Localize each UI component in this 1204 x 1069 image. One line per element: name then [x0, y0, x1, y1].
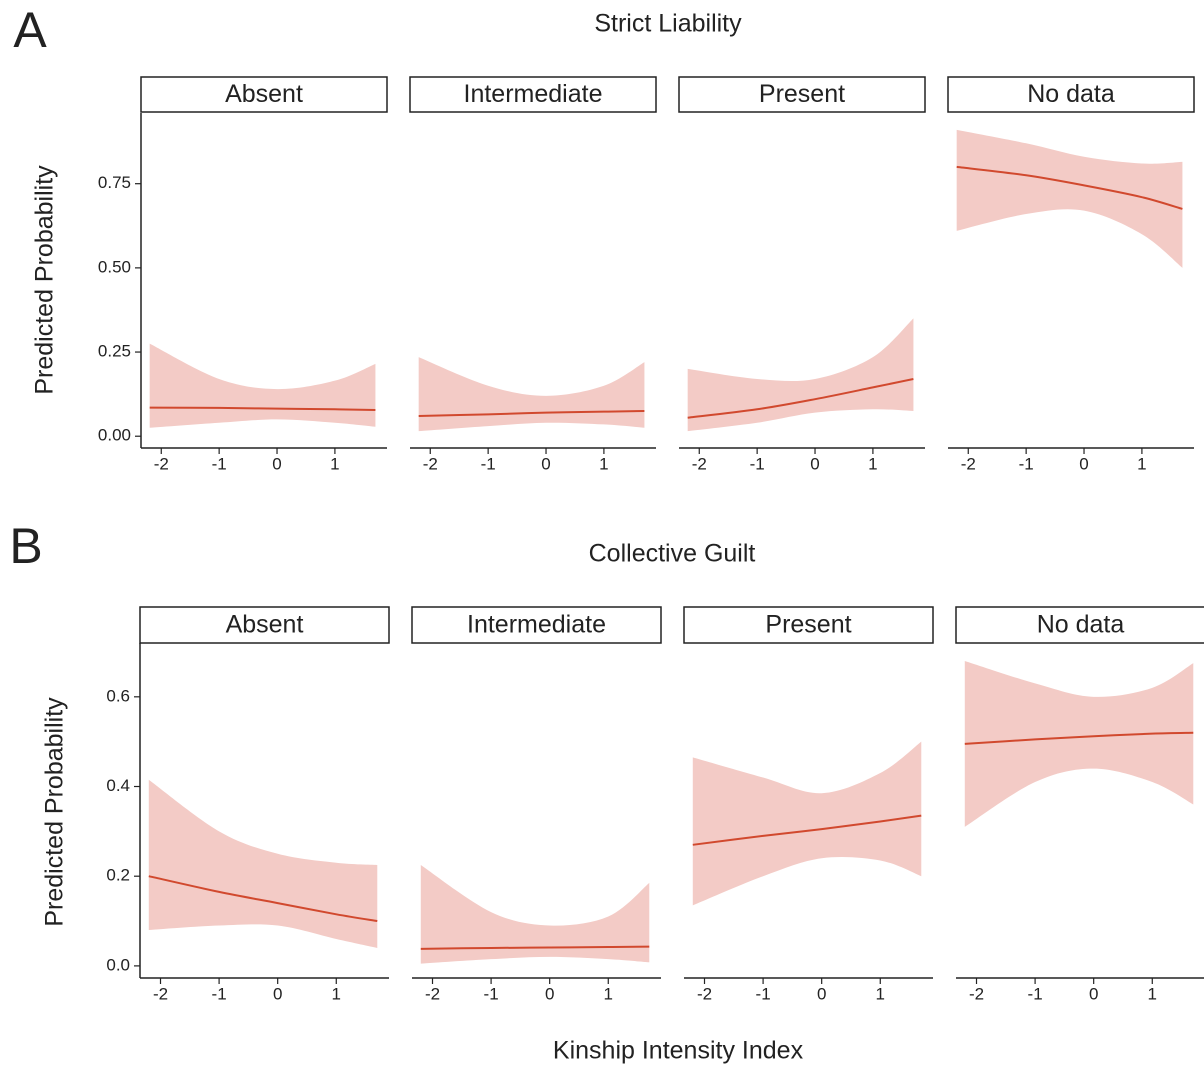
facet-label: No data — [1037, 611, 1125, 639]
x-axis-label: Kinship Intensity Index — [553, 1037, 804, 1065]
x-tick-label: -2 — [961, 454, 976, 473]
confidence-band — [687, 318, 914, 432]
x-tick-label: 1 — [599, 454, 608, 473]
y-tick-label: 0.4 — [106, 776, 130, 795]
facet-label: No data — [1027, 80, 1115, 108]
prediction-line — [692, 814, 922, 846]
facet-strip — [409, 76, 657, 113]
x-tick-label: -1 — [484, 984, 499, 1003]
y-tick-label: 0.50 — [98, 257, 131, 276]
facet-strip — [947, 76, 1195, 113]
x-tick-label: 0 — [810, 454, 819, 473]
prediction-line — [420, 945, 650, 950]
x-tick-label: -1 — [481, 454, 496, 473]
chart-title: Strict Liability — [594, 10, 742, 38]
x-tick-label: 0 — [1079, 454, 1088, 473]
chart-title: Collective Guilt — [589, 540, 756, 568]
x-tick-label: -1 — [756, 984, 771, 1003]
x-tick-label: -2 — [697, 984, 712, 1003]
x-tick-label: 1 — [330, 454, 339, 473]
prediction-line — [149, 406, 376, 411]
facet-label: Present — [759, 80, 845, 108]
y-tick-label: 0.6 — [106, 686, 130, 705]
x-tick-label: -2 — [425, 984, 440, 1003]
confidence-band — [418, 357, 645, 432]
x-tick-label: 0 — [1089, 984, 1098, 1003]
x-tick-label: 0 — [272, 454, 281, 473]
x-tick-label: -2 — [692, 454, 707, 473]
facet-strip — [955, 606, 1204, 644]
x-tick-label: -2 — [969, 984, 984, 1003]
facet-strip — [139, 606, 390, 644]
x-tick-label: -2 — [154, 454, 169, 473]
confidence-band — [149, 343, 376, 428]
x-tick-label: 0 — [541, 454, 550, 473]
facet-label: Present — [765, 611, 851, 639]
y-tick-label: 0.25 — [98, 342, 131, 361]
prediction-line — [964, 731, 1194, 745]
x-tick-label: 0 — [273, 984, 282, 1003]
x-tick-label: -1 — [212, 984, 227, 1003]
x-tick-label: -2 — [423, 454, 438, 473]
confidence-band — [692, 741, 922, 906]
x-tick-label: 1 — [876, 984, 885, 1003]
x-tick-label: 1 — [604, 984, 613, 1003]
x-tick-label: 1 — [1137, 454, 1146, 473]
y-axis-label: Predicted Probability — [41, 697, 69, 927]
x-tick-label: -1 — [1019, 454, 1034, 473]
facet-strip — [683, 606, 934, 644]
prediction-line — [418, 409, 645, 418]
prediction-line — [148, 875, 378, 923]
confidence-band — [148, 779, 378, 948]
x-tick-label: -2 — [153, 984, 168, 1003]
panel-label: B — [9, 518, 42, 574]
facet-strip — [678, 76, 926, 113]
x-tick-label: 1 — [868, 454, 877, 473]
x-tick-label: 0 — [817, 984, 826, 1003]
facet-label: Intermediate — [467, 611, 606, 639]
confidence-band — [420, 864, 650, 964]
facet-label: Absent — [225, 80, 303, 108]
x-tick-label: 0 — [545, 984, 554, 1003]
x-tick-label: 1 — [1148, 984, 1157, 1003]
facet-strip — [140, 76, 388, 113]
prediction-line — [687, 378, 914, 419]
x-tick-label: 1 — [332, 984, 341, 1003]
panel-label: A — [13, 2, 47, 58]
facet-strip — [411, 606, 662, 644]
y-tick-label: 0.2 — [106, 866, 130, 885]
y-tick-label: 0.00 — [98, 426, 131, 445]
y-tick-label: 0.0 — [106, 955, 130, 974]
facet-label: Absent — [226, 611, 304, 639]
y-tick-label: 0.75 — [98, 173, 131, 192]
confidence-band — [956, 129, 1183, 268]
facet-label: Intermediate — [464, 80, 603, 108]
y-axis-label: Predicted Probability — [31, 165, 59, 395]
x-tick-label: -1 — [750, 454, 765, 473]
confidence-band — [964, 660, 1194, 827]
x-tick-label: -1 — [1028, 984, 1043, 1003]
x-tick-label: -1 — [212, 454, 227, 473]
prediction-line — [956, 165, 1183, 210]
